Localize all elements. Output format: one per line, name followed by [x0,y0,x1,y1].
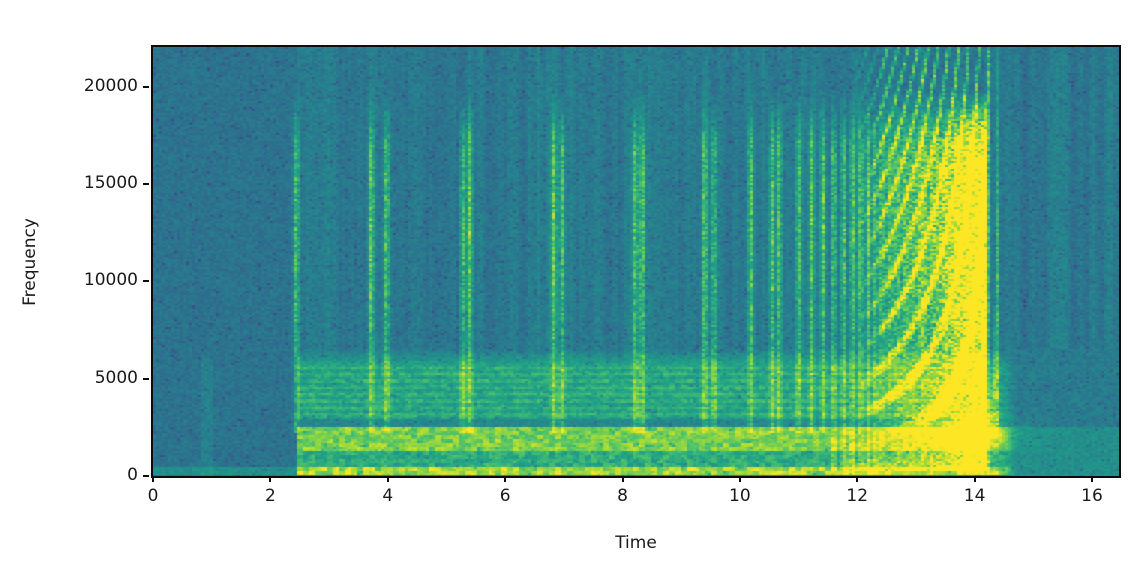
y-axis-label: Frequency [20,218,40,306]
x-tick [152,476,154,482]
x-tick [621,476,624,482]
x-tick-label: 6 [499,486,511,506]
y-tick-label: 15000 [83,173,138,194]
x-tick-label: 4 [382,486,394,506]
x-tick [1091,476,1093,482]
y-tick [143,475,149,477]
x-tick-label: 10 [729,486,751,506]
y-tick-label: 10000 [83,270,138,291]
x-tick [269,476,272,482]
y-tick [143,183,149,186]
x-tick-label: 8 [617,486,628,506]
y-tick-label: 20000 [83,75,138,96]
x-axis-label: Time [615,533,657,553]
x-tick [504,476,507,482]
x-tick [973,476,976,482]
y-tick-label: 5000 [94,367,138,388]
y-tick [143,377,149,380]
spectrogram-canvas [153,47,1119,476]
y-tick [143,280,149,283]
x-tick-label: 16 [1081,486,1103,506]
x-tick [856,476,859,482]
y-tick [143,85,149,88]
x-tick-label: 0 [147,486,159,506]
x-tick [386,476,389,482]
x-tick-label: 14 [963,486,986,506]
plot-frame [151,45,1121,478]
x-tick-label: 12 [846,486,869,506]
y-tick-label: 0 [127,465,138,485]
x-tick [738,476,741,482]
x-tick-label: 2 [264,486,276,506]
